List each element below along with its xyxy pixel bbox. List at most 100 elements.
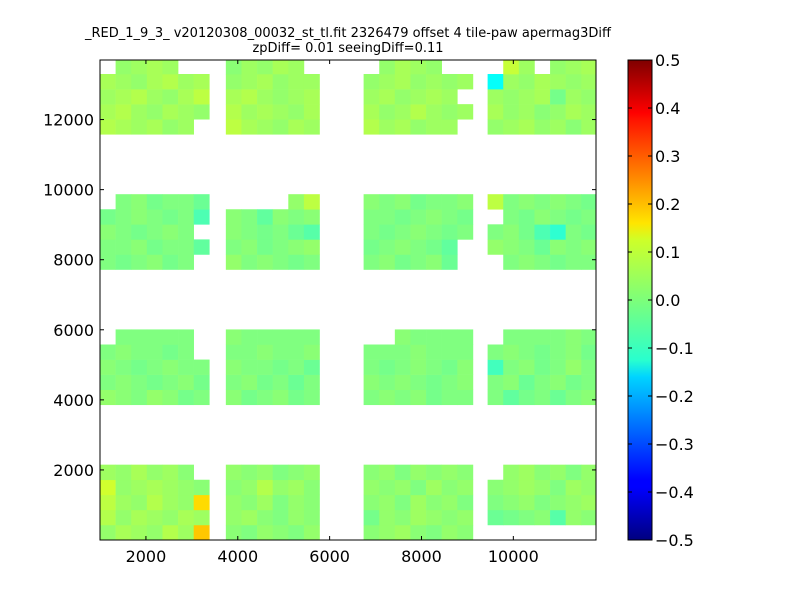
heatmap-cell	[363, 479, 380, 496]
heatmap-cell	[131, 224, 148, 240]
heatmap-cell	[534, 359, 551, 375]
heatmap-cell	[257, 464, 273, 481]
heatmap-cell	[303, 104, 320, 120]
heatmap-cell	[131, 209, 148, 225]
heatmap-cell	[225, 254, 242, 270]
heatmap-cell	[162, 89, 179, 105]
heatmap-cell	[146, 494, 163, 511]
heatmap-cell	[410, 329, 427, 345]
heatmap-cell	[410, 60, 427, 75]
heatmap-cell	[518, 344, 535, 360]
heatmap-cell	[178, 494, 194, 511]
heatmap-cell	[363, 194, 380, 210]
heatmap-cell	[225, 60, 242, 75]
heatmap-cell	[441, 89, 458, 105]
heatmap-cell	[241, 509, 258, 526]
heatmap-cell	[565, 104, 582, 120]
heatmap-cell	[225, 464, 242, 481]
heatmap-cell	[518, 494, 535, 511]
heatmap-cell	[394, 104, 411, 120]
heatmap-cell	[487, 119, 504, 135]
heatmap-cell	[241, 74, 258, 90]
heatmap-cell	[303, 119, 320, 135]
heatmap-cell	[550, 494, 566, 511]
heatmap-cell	[193, 374, 210, 390]
heatmap-cell	[581, 89, 596, 105]
x-axis: 2000 4000 6000 8000 10000	[126, 60, 539, 566]
heatmap-cell	[394, 509, 411, 526]
heatmap-cell	[257, 119, 273, 135]
heatmap-cell	[379, 239, 396, 255]
heatmap-cell	[518, 254, 535, 270]
heatmap-cell	[225, 119, 242, 135]
heatmap-cell	[441, 464, 458, 481]
heatmap-cell	[534, 209, 551, 225]
heatmap-cell	[272, 254, 289, 270]
heatmap-cell	[457, 524, 474, 540]
heatmap-cell	[257, 74, 273, 90]
heatmap-cell	[162, 464, 179, 481]
heatmap-cell	[441, 74, 458, 90]
heatmap-cell	[441, 359, 458, 375]
heatmap-cell	[363, 464, 380, 481]
heatmap-cell	[146, 329, 163, 345]
y-tick-label: 10000	[43, 181, 94, 200]
heatmap-cell	[581, 209, 596, 225]
heatmap-cell	[178, 464, 194, 481]
colorbar-tick-label: −0.3	[655, 435, 694, 454]
heatmap-cell	[550, 74, 566, 90]
heatmap-cell	[241, 494, 258, 511]
heatmap-cell	[115, 524, 132, 540]
heatmap-cell	[379, 374, 396, 390]
heatmap-cell	[426, 359, 442, 375]
heatmap-cell	[581, 344, 596, 360]
heatmap-cell	[303, 524, 320, 540]
heatmap-cell	[581, 239, 596, 255]
heatmap-cell	[379, 254, 396, 270]
heatmap-cell	[410, 359, 427, 375]
heatmap-cell	[100, 509, 116, 526]
heatmap-cell	[115, 479, 132, 496]
heatmap-cell	[550, 209, 566, 225]
heatmap-cell	[146, 509, 163, 526]
heatmap-cell	[394, 479, 411, 496]
heatmap-cell	[565, 389, 582, 406]
heatmap-cell	[565, 329, 582, 345]
heatmap-cell	[394, 209, 411, 225]
colorbar-tick-label: 0.2	[655, 195, 680, 214]
heatmap-cell	[100, 74, 116, 90]
heatmap-cell	[146, 359, 163, 375]
heatmap-cell	[550, 374, 566, 390]
heatmap-cell	[534, 494, 551, 511]
heatmap-cell	[288, 60, 305, 75]
heatmap-cell	[518, 209, 535, 225]
heatmap-cell	[503, 104, 520, 120]
heatmap-cell	[115, 344, 132, 360]
heatmap-cell	[518, 509, 535, 526]
heatmap-cell	[146, 104, 163, 120]
heatmap-cell	[550, 389, 566, 406]
heatmap-cell	[115, 374, 132, 390]
heatmap-cell	[534, 389, 551, 406]
heatmap-cell	[457, 389, 474, 406]
heatmap-cell	[146, 239, 163, 255]
heatmap-cell	[379, 194, 396, 210]
heatmap-cell	[241, 359, 258, 375]
heatmap-cell	[426, 209, 442, 225]
heatmap-cell	[581, 389, 596, 406]
heatmap-cell	[426, 509, 442, 526]
heatmap-cell	[457, 194, 474, 210]
heatmap-cell	[272, 509, 289, 526]
heatmap-cell	[487, 509, 504, 526]
heatmap-cell	[241, 60, 258, 75]
heatmap-cell	[303, 239, 320, 255]
heatmap-cell	[441, 509, 458, 526]
heatmap-cell	[534, 119, 551, 135]
heatmap-cell	[131, 359, 148, 375]
heatmap-cell	[303, 224, 320, 240]
heatmap-cell	[487, 359, 504, 375]
heatmap-cell	[303, 344, 320, 360]
heatmap-cell	[162, 344, 179, 360]
heatmap-cell	[115, 359, 132, 375]
heatmap-cell	[394, 494, 411, 511]
